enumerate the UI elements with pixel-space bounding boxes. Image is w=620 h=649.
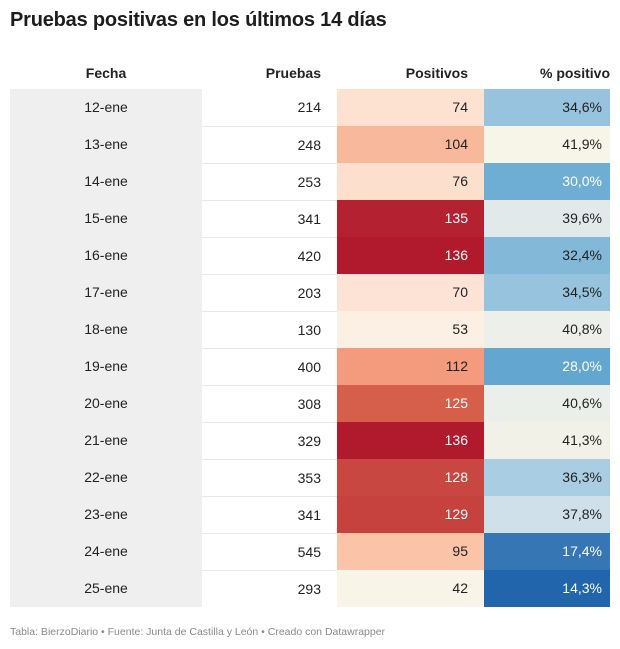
cell-pruebas: 420 [202, 237, 337, 274]
cell-fecha: 25-ene [10, 570, 202, 607]
cell-positivos: 135 [337, 200, 484, 237]
cell-pct-positivo: 32,4% [484, 237, 610, 274]
cell-positivos: 53 [337, 311, 484, 348]
cell-fecha: 22-ene [10, 459, 202, 496]
cell-positivos: 136 [337, 237, 484, 274]
table-row: 16-ene 420 136 32,4% [10, 237, 610, 274]
cell-pruebas: 214 [297, 99, 321, 115]
chart-title: Pruebas positivas en los últimos 14 días [10, 9, 387, 31]
cell-fecha: 17-ene [10, 274, 202, 311]
cell-pct-positivo: 39,6% [484, 200, 610, 237]
cell-fecha: 19-ene [10, 348, 202, 385]
cell-pruebas: 341 [202, 496, 337, 533]
cell-positivos: 136 [337, 422, 484, 459]
column-header-pct-positivo[interactable]: % positivo [539, 64, 610, 81]
cell-fecha: 23-ene [10, 496, 202, 533]
table-row: 13-ene 248 104 41,9% [10, 126, 610, 163]
cell-fecha: 16-ene [10, 237, 202, 274]
table-row: 19-ene 400 112 28,0% [10, 348, 610, 385]
column-header-fecha[interactable]: Fecha [85, 64, 127, 81]
cell-pct-positivo: 34,5% [484, 274, 610, 311]
table-row: 18-ene 130 53 40,8% [10, 311, 610, 348]
cell-positivos: 95 [337, 533, 484, 570]
cell-pruebas: 130 [202, 311, 337, 348]
cell-pct-positivo: 36,3% [484, 459, 610, 496]
table-row: 21-ene 329 136 41,3% [10, 422, 610, 459]
cell-pruebas: 341 [202, 200, 337, 237]
cell-pruebas: 400 [202, 348, 337, 385]
cell-pruebas: 293 [202, 570, 337, 607]
cell-fecha: 13-ene [10, 126, 202, 163]
cell-fecha: 12-ene [10, 89, 202, 126]
cell-fecha: 24-ene [10, 533, 202, 570]
footer-credits: Tabla: BierzoDiario • Fuente: Junta de C… [10, 626, 386, 638]
cell-pruebas: 353 [202, 459, 337, 496]
cell-positivos: 128 [337, 459, 484, 496]
cell-pct-positivo: 14,3% [484, 570, 610, 607]
table-row: 17-ene 203 70 34,5% [10, 274, 610, 311]
cell-fecha: 21-ene [10, 422, 202, 459]
table-row: 15-ene 341 135 39,6% [10, 200, 610, 237]
cell-pct-positivo: 41,9% [484, 126, 610, 163]
cell-positivos: 42 [337, 570, 484, 607]
table-row: 22-ene 353 128 36,3% [10, 459, 610, 496]
table-row: 14-ene 253 76 30,0% [10, 163, 610, 200]
cell-pct-positivo: 34,6% [484, 89, 610, 126]
table-header: Fecha Pruebas Positivos % positivo [10, 56, 610, 89]
cell-pruebas: 253 [202, 163, 337, 200]
cell-pct-positivo: 28,0% [484, 348, 610, 385]
cell-pruebas: 329 [202, 422, 337, 459]
cell-positivos: 70 [337, 274, 484, 311]
cell-pct-positivo: 17,4% [484, 533, 610, 570]
table-row: 20-ene 308 125 40,6% [10, 385, 610, 422]
cell-positivos: 125 [337, 385, 484, 422]
cell-positivos: 74 [337, 89, 484, 126]
data-table: Fecha Pruebas Positivos % positivo 12-en… [10, 56, 610, 607]
cell-positivos: 76 [337, 163, 484, 200]
table-row: 24-ene 545 95 17,4% [10, 533, 610, 570]
cell-pruebas: 545 [202, 533, 337, 570]
column-header-pruebas[interactable]: Pruebas [265, 64, 321, 81]
cell-pct-positivo: 41,3% [484, 422, 610, 459]
cell-positivos: 129 [337, 496, 484, 533]
cell-pct-positivo: 40,6% [484, 385, 610, 422]
cell-pruebas: 203 [202, 274, 337, 311]
cell-pruebas: 248 [202, 126, 337, 163]
table-body: 12-ene 214 74 34,6% 13-ene 248 104 41,9% 14-ene 2… [10, 89, 610, 607]
cell-pct-positivo: 30,0% [484, 163, 610, 200]
cell-fecha: 15-ene [10, 200, 202, 237]
cell-fecha: 20-ene [10, 385, 202, 422]
cell-positivos: 112 [337, 348, 484, 385]
table-row: 23-ene 341 129 37,8% [10, 496, 610, 533]
cell-pct-positivo: 40,8% [484, 311, 610, 348]
table-row: 25-ene 293 42 14,3% [10, 570, 610, 607]
cell-positivos: 104 [337, 126, 484, 163]
cell-fecha: 18-ene [10, 311, 202, 348]
cell-fecha: 14-ene [10, 163, 202, 200]
cell-pruebas: 308 [202, 385, 337, 422]
column-header-positivos[interactable]: Positivos [405, 64, 468, 81]
table-row: 12-ene 214 74 34,6% [10, 89, 610, 126]
cell-pct-positivo: 37,8% [484, 496, 610, 533]
